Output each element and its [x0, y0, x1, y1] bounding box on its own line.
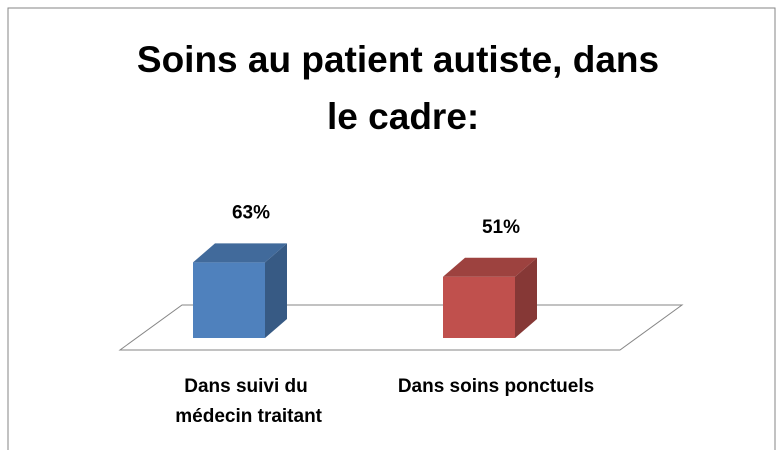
- bar-side: [265, 243, 287, 338]
- bar-front: [193, 262, 265, 338]
- chart-frame: [7, 7, 776, 450]
- bar-top: [443, 257, 537, 277]
- data-label: 63%: [232, 202, 270, 223]
- data-label: 51%: [482, 217, 520, 238]
- bar: [193, 243, 287, 338]
- bar-front: [443, 276, 515, 338]
- x-tick-label: Dans soins ponctuels: [398, 376, 594, 397]
- bar-top: [193, 243, 287, 263]
- bar: [443, 257, 537, 338]
- chart-title: Soins au patient autiste, dans le cadre:: [137, 39, 659, 137]
- bar-side: [515, 257, 537, 338]
- x-tick-label: Dans suivi du médecin traitant: [170, 376, 323, 427]
